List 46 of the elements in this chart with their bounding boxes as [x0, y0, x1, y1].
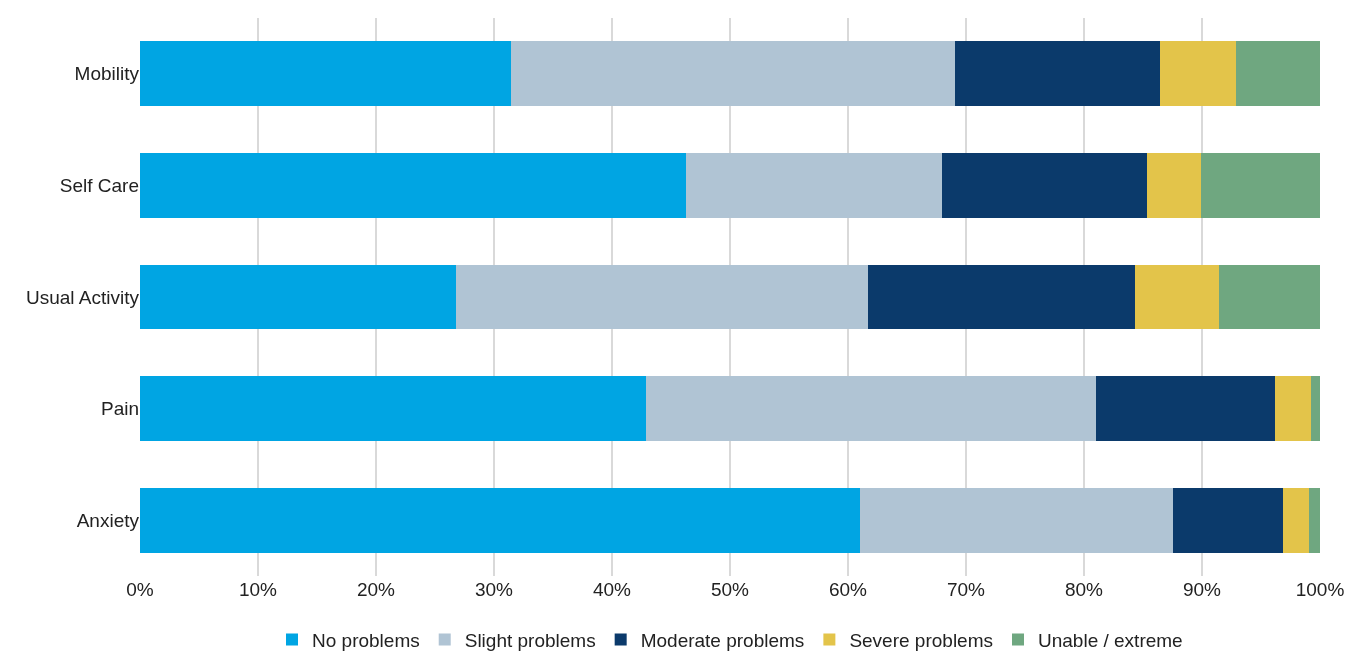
x-tick-label: 80%: [1064, 579, 1104, 600]
y-tick-label: Anxiety: [76, 509, 140, 531]
bar: [1200, 153, 1320, 218]
bar: [140, 153, 687, 218]
bar: [140, 264, 457, 330]
bar: [1218, 264, 1320, 330]
bar: [1310, 376, 1320, 441]
y-tick-label: Mobility: [74, 63, 140, 85]
x-tick-label: 60%: [828, 579, 868, 600]
x-tick-label: 70%: [946, 579, 986, 600]
x-tick-label: 40%: [592, 579, 632, 600]
legend-label: Unable / extreme: [1038, 629, 1183, 651]
bar: [510, 41, 956, 107]
x-tick-label: 90%: [1182, 579, 1222, 600]
x-tick-label: 0%: [126, 579, 154, 600]
bar: [1283, 487, 1310, 553]
bar: [140, 487, 860, 553]
legend-label: Moderate problems: [640, 629, 805, 651]
bar: [1309, 487, 1320, 553]
bar: [646, 376, 1096, 441]
x-tick-label: 20%: [356, 579, 396, 600]
legend-label: Severe problems: [849, 629, 993, 651]
x-tick-label: 100%: [1295, 579, 1345, 600]
bar: [942, 153, 1147, 218]
bar: [859, 487, 1173, 553]
bar: [1172, 487, 1284, 553]
bar: [1095, 376, 1276, 441]
y-tick-label: Self Care: [59, 175, 139, 197]
bar: [1134, 264, 1219, 330]
x-tick-label: 50%: [710, 579, 750, 600]
bar: [140, 41, 511, 107]
bar: [1275, 376, 1311, 441]
bar: [955, 41, 1160, 107]
legend-label: Slight problems: [464, 629, 596, 651]
bar: [1236, 41, 1320, 107]
legend-label: No problems: [312, 629, 420, 651]
bar: [456, 264, 869, 330]
y-tick-label: Usual Activity: [26, 286, 140, 308]
x-tick-label: 30%: [474, 579, 514, 600]
x-tick-label: 10%: [238, 579, 278, 600]
bar: [868, 264, 1135, 330]
bar: [686, 153, 943, 218]
y-tick-label: Pain: [100, 398, 139, 420]
bar: [140, 376, 647, 441]
bar: [1159, 41, 1237, 107]
bar: [1146, 153, 1201, 218]
